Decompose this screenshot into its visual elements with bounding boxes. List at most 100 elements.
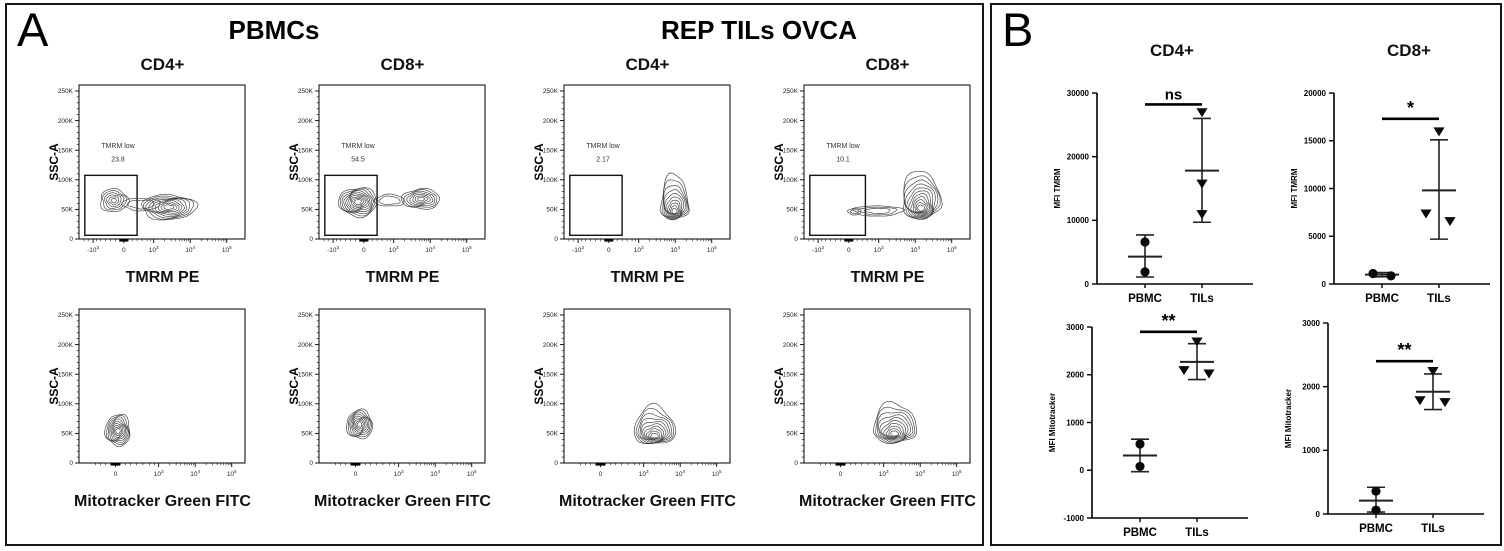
svg-text:0: 0	[1316, 510, 1321, 519]
column-title-cd4: CD4+	[625, 55, 670, 74]
svg-text:105: 105	[707, 245, 717, 254]
svg-text:0: 0	[69, 460, 73, 467]
data-point	[1196, 179, 1208, 189]
svg-text:0: 0	[607, 247, 611, 254]
svg-text:103: 103	[394, 469, 404, 478]
data-point	[1203, 369, 1215, 379]
svg-text:0: 0	[69, 236, 73, 243]
x-axis-label-tmrm-pe: TMRM PE	[850, 269, 925, 286]
svg-text:104: 104	[670, 245, 680, 254]
scatter-svg: 0 5000 10000 15000 20000 MFI TMRM PBMC TILs *	[1290, 89, 1490, 305]
svg-text:1000: 1000	[1066, 418, 1084, 427]
data-point	[1135, 461, 1145, 472]
column-title-cd4: CD4+	[140, 55, 185, 74]
group-label: TILs	[1185, 527, 1209, 539]
svg-text:0: 0	[309, 460, 313, 467]
flow-svg: 0 50K 100K 150K 200K 250K 0 103 104 106 SSC-A	[774, 308, 971, 478]
svg-text:1000: 1000	[1302, 446, 1320, 455]
significance-label: ns	[1165, 86, 1183, 103]
svg-text:100K: 100K	[58, 177, 74, 184]
svg-text:50K: 50K	[546, 207, 558, 214]
significance-label: **	[1397, 340, 1411, 360]
svg-text:103: 103	[879, 469, 889, 478]
data-point	[1178, 366, 1190, 376]
panel-b: B CD4+ 0 10000 20000 30000 MFI TMRM PBMC TILs n…	[990, 3, 1502, 546]
svg-text:250K: 250K	[298, 88, 314, 95]
data-point	[1386, 271, 1396, 281]
data-point	[1414, 396, 1426, 406]
gate-label: TMRM low	[101, 143, 135, 150]
data-point	[1420, 209, 1432, 219]
scatter-svg: 0 10000 20000 30000 MFI TMRM PBMC TILs ns	[1053, 86, 1253, 305]
group-label: PBMC	[1123, 527, 1157, 539]
svg-text:0: 0	[1085, 280, 1090, 289]
scatter-plot-cd8-tmrm: 0 5000 10000 15000 20000 MFI TMRM PBMC TILs *	[1284, 65, 1499, 320]
panel-b-label: B	[1002, 3, 1034, 56]
y-axis-label-ssc-a: SSC-A	[534, 143, 546, 181]
x-axis-label-tmrm-pe: TMRM PE	[610, 269, 685, 286]
flow-plot-til-cd8-tmrm: 0 50K 100K 150K 200K 250K -103 0 103 104 106 TMRM l…	[774, 79, 974, 269]
svg-text:50K: 50K	[61, 207, 73, 214]
svg-text:150K: 150K	[543, 147, 559, 154]
svg-text:103: 103	[154, 469, 164, 478]
svg-text:104: 104	[915, 469, 925, 478]
svg-text:150K: 150K	[543, 371, 559, 378]
gate-label: TMRM low	[341, 143, 375, 150]
significance-label: **	[1161, 311, 1175, 331]
flow-plot-til-cd4-mitotracker: 0 50K 100K 150K 200K 250K 0 103 104 105 SSC-A	[534, 303, 734, 493]
svg-text:250K: 250K	[543, 88, 559, 95]
svg-text:0: 0	[114, 471, 118, 478]
svg-text:0: 0	[839, 471, 843, 478]
svg-text:103: 103	[874, 245, 884, 254]
data-point	[1140, 237, 1150, 247]
svg-text:3000: 3000	[1066, 323, 1084, 332]
svg-text:104: 104	[910, 245, 920, 254]
data-point	[1433, 127, 1445, 137]
data-point	[1135, 439, 1145, 449]
y-axis-label-ssc-a: SSC-A	[534, 367, 546, 405]
scatter-title-cd8: CD8+	[1387, 41, 1431, 60]
group-title-rep-tils-ovca: REP TILs OVCA	[660, 15, 857, 45]
svg-text:50K: 50K	[61, 431, 73, 438]
svg-text:150K: 150K	[783, 147, 799, 154]
gate-percent: 10.1	[836, 156, 850, 163]
svg-text:0: 0	[554, 236, 558, 243]
svg-text:20000: 20000	[1304, 89, 1327, 98]
svg-text:2000: 2000	[1066, 371, 1084, 380]
svg-text:3000: 3000	[1302, 319, 1320, 328]
flow-svg: 0 50K 100K 150K 200K 250K -103 0 103 104 106 TMRM l…	[774, 84, 971, 254]
gate-label: TMRM low	[586, 143, 620, 150]
panel-a: A PBMCs REP TILs OVCA CD4+ 0 50K 100K 150K 2…	[5, 3, 984, 546]
scatter-plot-cd4-tmrm: 0 10000 20000 30000 MFI TMRM PBMC TILs ns	[1047, 65, 1262, 320]
svg-text:30000: 30000	[1067, 89, 1090, 98]
svg-text:5000: 5000	[1308, 232, 1326, 241]
scatter-title-cd4: CD4+	[1150, 41, 1194, 60]
svg-text:103: 103	[634, 245, 644, 254]
svg-text:0: 0	[362, 247, 366, 254]
svg-text:20000: 20000	[1067, 152, 1090, 161]
y-axis-label: MFI TMRM	[1053, 168, 1062, 208]
svg-text:200K: 200K	[298, 342, 314, 349]
svg-text:105: 105	[462, 245, 472, 254]
svg-text:0: 0	[354, 471, 358, 478]
svg-text:105: 105	[712, 469, 722, 478]
svg-text:104: 104	[675, 469, 685, 478]
svg-text:10000: 10000	[1067, 216, 1090, 225]
svg-text:250K: 250K	[298, 312, 314, 319]
flow-column-pbmc-cd4: CD4+ 0 50K 100K 150K 200K 250K -103 0 103 104 105 T…	[49, 55, 254, 527]
svg-text:100K: 100K	[783, 177, 799, 184]
svg-text:250K: 250K	[783, 312, 799, 319]
svg-text:104: 104	[190, 469, 200, 478]
data-point	[1196, 108, 1208, 118]
svg-text:100K: 100K	[543, 401, 559, 408]
gate-percent: 2.17	[596, 156, 610, 163]
significance-label: *	[1407, 98, 1414, 118]
svg-text:50K: 50K	[786, 431, 798, 438]
y-axis-label: MFI Mitotracker	[1048, 393, 1057, 452]
svg-text:150K: 150K	[783, 371, 799, 378]
svg-text:0: 0	[1322, 280, 1327, 289]
svg-text:0: 0	[122, 247, 126, 254]
group-label: PBMC	[1128, 293, 1162, 305]
group-label: PBMC	[1359, 523, 1393, 535]
